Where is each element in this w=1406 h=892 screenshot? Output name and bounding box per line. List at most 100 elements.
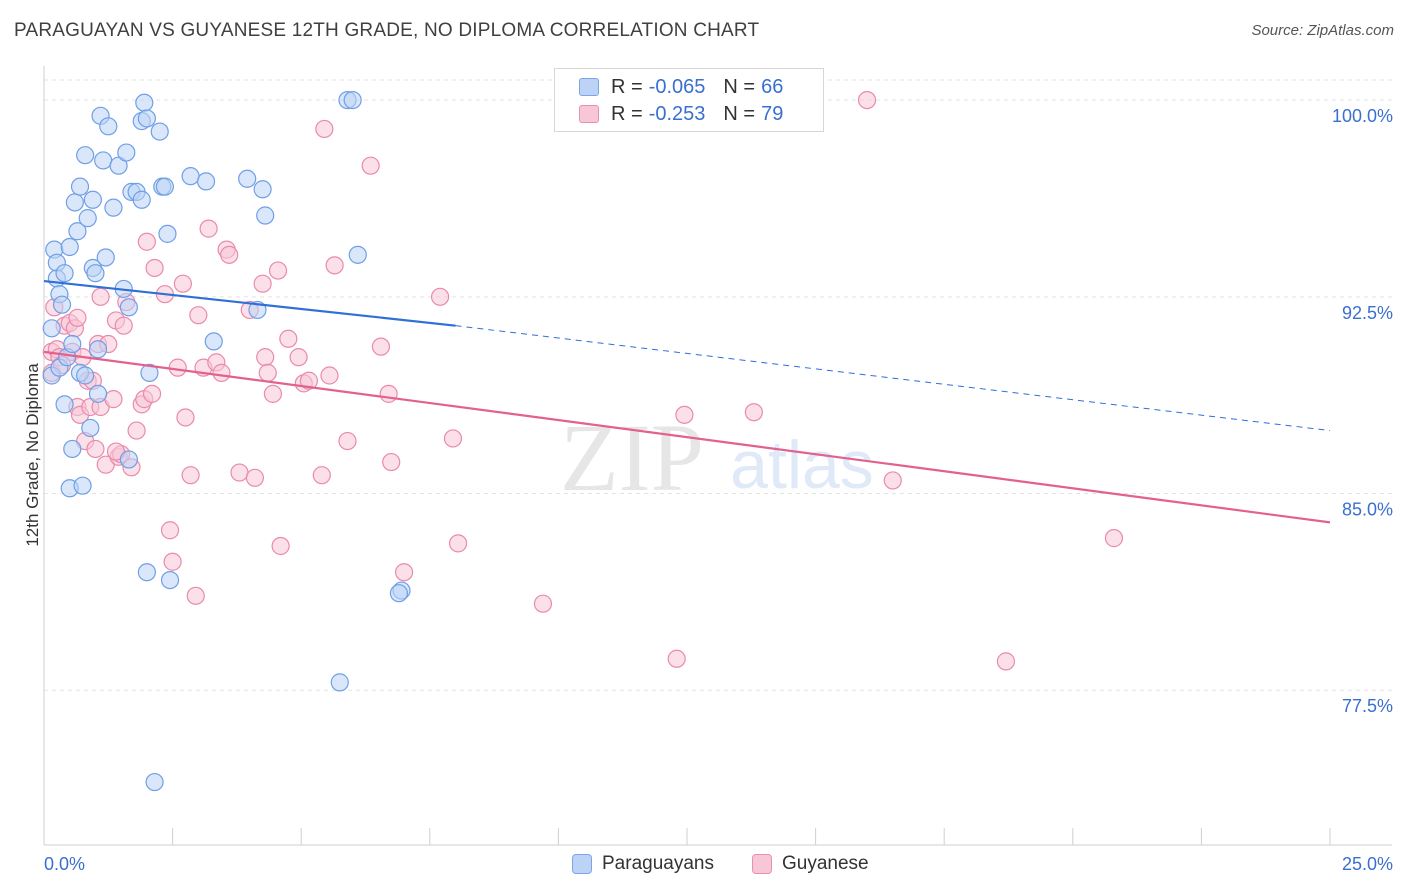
data-point-paraguayans xyxy=(348,245,367,264)
trend-line-paraguayans-extrapolated xyxy=(455,325,1331,432)
data-point-guyanese xyxy=(189,306,208,325)
y-tick-label: 92.5% xyxy=(1342,303,1393,323)
data-point-guyanese xyxy=(181,466,200,485)
data-point-paraguayans xyxy=(104,198,123,217)
data-point-guyanese xyxy=(245,468,265,487)
data-point-paraguayans xyxy=(119,298,138,317)
data-point-guyanese xyxy=(86,439,105,459)
data-point-guyanese xyxy=(186,586,205,605)
data-point-guyanese xyxy=(371,337,391,356)
data-point-guyanese xyxy=(312,466,331,485)
data-point-paraguayans xyxy=(119,450,138,469)
data-point-guyanese xyxy=(160,521,180,540)
data-point-paraguayans xyxy=(343,90,362,110)
data-point-guyanese xyxy=(1104,529,1124,548)
data-point-guyanese xyxy=(338,431,357,451)
data-point-guyanese xyxy=(104,390,123,409)
data-point-guyanese xyxy=(258,363,277,382)
watermark: ZIP atlas xyxy=(560,404,874,511)
x-tick-label-left: 0.0% xyxy=(44,854,85,874)
data-point-guyanese xyxy=(883,471,902,490)
axes xyxy=(43,66,1392,846)
data-point-guyanese xyxy=(142,384,162,403)
data-point-paraguayans xyxy=(196,172,216,191)
data-point-paraguayans xyxy=(83,190,102,209)
data-point-paraguayans xyxy=(94,151,113,170)
data-point-paraguayans xyxy=(160,570,180,590)
trend-line-paraguayans xyxy=(43,279,456,327)
data-point-guyanese xyxy=(325,256,344,275)
data-point-guyanese xyxy=(996,652,1016,671)
data-point-paraguayans xyxy=(155,177,174,196)
data-point-paraguayans xyxy=(88,384,108,403)
data-point-paraguayans xyxy=(389,584,409,603)
data-point-paraguayans xyxy=(60,237,79,257)
data-point-paraguayans xyxy=(140,363,159,382)
legend-swatch-guyanese xyxy=(579,105,599,123)
data-point-guyanese xyxy=(361,156,380,175)
legend-n-value: 79 xyxy=(761,102,784,125)
legend-r-value: -0.065 xyxy=(648,75,706,98)
data-point-guyanese xyxy=(675,405,694,424)
data-point-guyanese xyxy=(145,258,164,278)
legend-r-value: -0.253 xyxy=(648,102,706,125)
data-point-paraguayans xyxy=(65,193,84,212)
data-point-guyanese xyxy=(448,534,468,553)
data-point-guyanese xyxy=(168,358,187,377)
watermark-atlas: atlas xyxy=(730,427,874,503)
data-point-paraguayans xyxy=(55,395,74,414)
legend-n-label: N = xyxy=(723,75,756,98)
data-point-guyanese xyxy=(230,463,249,482)
legend-r-label: R = xyxy=(611,75,643,98)
bottom-legend-label-paraguayans: Paraguayans xyxy=(602,853,714,874)
data-point-paraguayans xyxy=(70,177,90,196)
data-point-paraguayans xyxy=(135,93,154,112)
data-points xyxy=(42,90,1124,792)
data-point-guyanese xyxy=(667,649,686,668)
data-point-guyanese xyxy=(127,421,146,440)
data-point-paraguayans xyxy=(238,169,257,188)
x-tick-label-right: 25.0% xyxy=(1342,854,1393,874)
legend: R = -0.065 N = 66 R = -0.253 N = 79 xyxy=(554,68,824,132)
legend-n-value: 66 xyxy=(761,75,784,98)
data-point-guyanese xyxy=(315,119,334,139)
data-point-paraguayans xyxy=(150,122,169,141)
data-point-paraguayans xyxy=(99,117,118,136)
data-point-paraguayans xyxy=(158,224,177,243)
data-point-guyanese xyxy=(220,245,239,264)
legend-r-label: R = xyxy=(611,102,643,125)
data-point-paraguayans xyxy=(68,222,87,241)
data-point-guyanese xyxy=(857,90,877,110)
data-point-guyanese xyxy=(173,274,192,293)
data-point-guyanese xyxy=(379,384,398,403)
data-point-paraguayans xyxy=(145,772,164,792)
trend-lines xyxy=(43,279,1331,524)
data-point-guyanese xyxy=(279,329,298,348)
data-point-paraguayans xyxy=(52,295,72,314)
bottom-legend-label-guyanese: Guyanese xyxy=(782,853,869,874)
y-tick-label: 85.0% xyxy=(1342,500,1393,520)
legend-swatch-paraguayans xyxy=(579,78,599,96)
data-point-guyanese xyxy=(137,232,156,251)
bottom-legend-swatch-paraguayans xyxy=(572,854,592,874)
data-point-paraguayans xyxy=(117,143,136,162)
trend-line-guyanese xyxy=(43,350,1331,524)
data-point-paraguayans xyxy=(181,167,200,186)
data-point-paraguayans xyxy=(81,418,100,438)
data-point-guyanese xyxy=(533,594,553,613)
data-point-paraguayans xyxy=(63,439,82,459)
data-point-paraguayans xyxy=(253,180,272,199)
data-point-paraguayans xyxy=(76,366,95,385)
axis-labels: 12th Grade, No Diploma 0.0% 25.0% 100.0%… xyxy=(23,106,1393,874)
data-point-paraguayans xyxy=(63,334,82,354)
data-point-paraguayans xyxy=(256,206,275,225)
data-point-paraguayans xyxy=(76,146,95,165)
data-point-guyanese xyxy=(263,384,283,403)
data-point-guyanese xyxy=(382,452,401,472)
data-point-guyanese xyxy=(199,219,218,238)
data-point-paraguayans xyxy=(330,673,349,692)
data-point-guyanese xyxy=(176,408,195,427)
data-point-paraguayans xyxy=(73,476,92,495)
data-point-paraguayans xyxy=(78,209,97,228)
